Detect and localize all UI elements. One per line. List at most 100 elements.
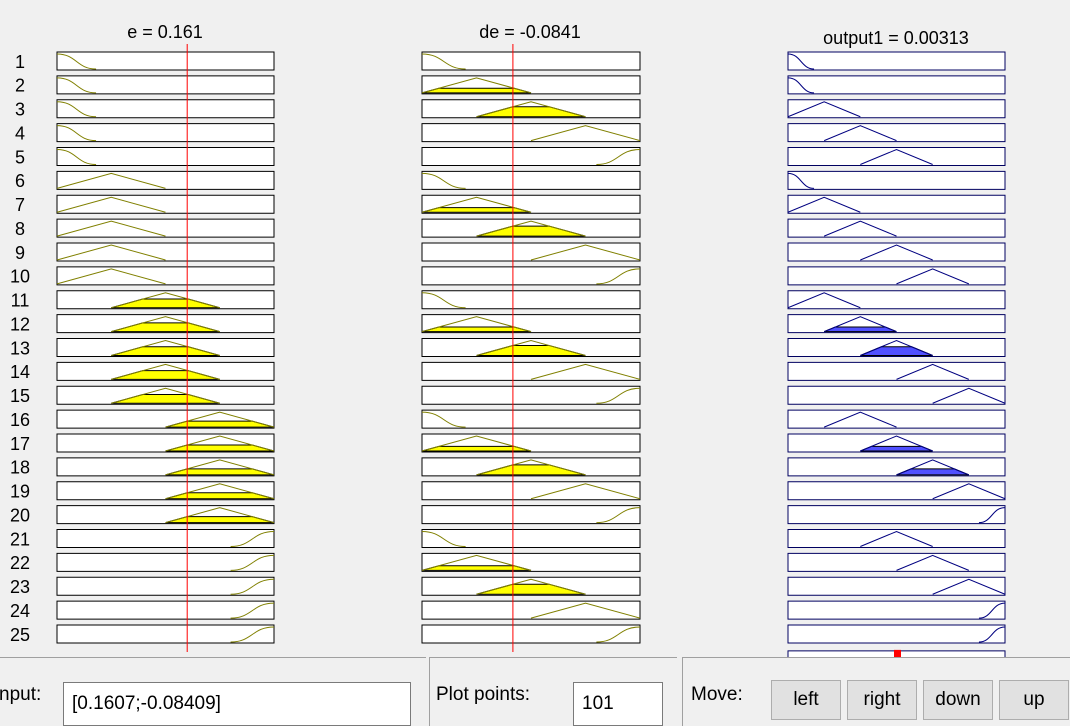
- mf-panel: [56, 123, 275, 143]
- mf-panel: [421, 505, 641, 525]
- rule-number: 2: [15, 76, 25, 96]
- mf-curve: [476, 101, 586, 118]
- mf-curve: [111, 387, 220, 404]
- mf-curve: [56, 220, 166, 237]
- mf-curve: [530, 483, 641, 500]
- mf-curve: [165, 411, 275, 428]
- rule-number: 21: [10, 529, 30, 549]
- rule-number: 8: [15, 219, 25, 239]
- mf-curve: [978, 602, 1006, 619]
- mf-curve: [860, 530, 933, 547]
- input-label: nput:: [0, 684, 42, 705]
- rule-number: 17: [10, 434, 30, 454]
- rule-number: 15: [10, 386, 30, 406]
- input-field[interactable]: [0.1607;-0.08409]: [63, 682, 411, 726]
- mf-curve: [421, 172, 466, 189]
- mf-curve: [896, 459, 970, 476]
- mf-curve: [823, 220, 897, 237]
- mf-panel: [787, 529, 1006, 548]
- mf-curve: [476, 578, 586, 595]
- mf-curve: [978, 626, 1006, 643]
- mf-panel: [787, 457, 1006, 477]
- mf-fill: [823, 326, 897, 333]
- mf-panel: [787, 433, 1006, 453]
- mf-panel: [421, 529, 641, 548]
- mf-panel: [421, 409, 641, 429]
- mf-panel: [787, 624, 1006, 644]
- mf-curve: [56, 244, 166, 261]
- mf-panel: [787, 481, 1006, 501]
- mf-curve: [56, 172, 166, 189]
- mf-panel: [56, 242, 275, 262]
- mf-curve: [476, 339, 586, 356]
- mf-panel: [56, 600, 275, 620]
- mf-panel: [421, 242, 641, 262]
- mf-panel: [56, 624, 275, 644]
- mf-panel: [421, 147, 641, 166]
- mf-curve: [530, 363, 641, 380]
- mf-panel: [56, 266, 275, 286]
- rule-number: 18: [10, 458, 30, 478]
- mf-curve: [421, 531, 466, 547]
- rule-number: 7: [15, 195, 25, 215]
- mf-curve: [476, 459, 586, 476]
- move-button[interactable]: right: [847, 680, 917, 720]
- mf-curve: [230, 531, 275, 547]
- mf-curve: [596, 387, 641, 404]
- mf-panel: [787, 600, 1006, 620]
- mf-curve: [230, 554, 275, 571]
- mf-fill: [421, 326, 532, 333]
- mf-panel: [56, 51, 275, 71]
- mf-fill: [860, 445, 933, 452]
- rule-number: 24: [10, 601, 30, 621]
- mf-panel: [56, 147, 275, 166]
- rule-number: 6: [15, 171, 25, 191]
- mf-panel: [421, 481, 641, 501]
- mf-curve: [56, 77, 97, 94]
- mf-panel: [787, 123, 1006, 143]
- mf-curve: [56, 53, 97, 70]
- mf-curve: [823, 316, 897, 333]
- mf-curve: [596, 149, 641, 165]
- mf-curve: [787, 101, 861, 118]
- mf-curve: [530, 602, 641, 619]
- rule-viewer: e = 0.161 de = -0.0841 output1 = 0.00313…: [10, 22, 1006, 657]
- move-button[interactable]: up: [999, 680, 1069, 720]
- mf-curve: [421, 411, 466, 428]
- mf-panel: [421, 170, 641, 190]
- mf-curve: [823, 125, 897, 142]
- mf-curve: [787, 53, 815, 70]
- mf-panel: [421, 290, 641, 310]
- mf-curve: [421, 292, 466, 309]
- input-title: e = 0.161: [127, 22, 203, 42]
- mf-curve: [165, 435, 275, 452]
- mf-panel: [421, 361, 641, 381]
- move-button[interactable]: down: [923, 680, 993, 720]
- move-button[interactable]: left: [771, 680, 841, 720]
- mf-panel: [787, 51, 1006, 71]
- mf-curve: [860, 244, 933, 261]
- rule-number: 25: [10, 625, 30, 645]
- mf-panel: [787, 385, 1006, 405]
- mf-curve: [787, 292, 861, 309]
- mf-curve: [56, 196, 166, 213]
- mf-panel: [787, 218, 1006, 238]
- mf-panel: [787, 170, 1006, 190]
- mf-curve: [230, 578, 275, 595]
- mf-curve: [56, 268, 166, 285]
- output-title: output1 = 0.00313: [823, 28, 969, 48]
- mf-curve: [823, 411, 897, 428]
- rule-number: 11: [11, 291, 30, 311]
- input-title: de = -0.0841: [479, 22, 581, 42]
- mf-panel: [787, 409, 1006, 429]
- mf-fill: [421, 445, 532, 452]
- rule-number: 14: [10, 362, 30, 382]
- plot-points-field[interactable]: 101: [573, 682, 663, 726]
- mf-panel: [787, 242, 1006, 262]
- mf-panel: [421, 51, 641, 71]
- rule-number: 23: [10, 577, 30, 597]
- rule-number: 13: [10, 338, 30, 358]
- mf-curve: [111, 339, 220, 356]
- output-marker: [894, 649, 901, 657]
